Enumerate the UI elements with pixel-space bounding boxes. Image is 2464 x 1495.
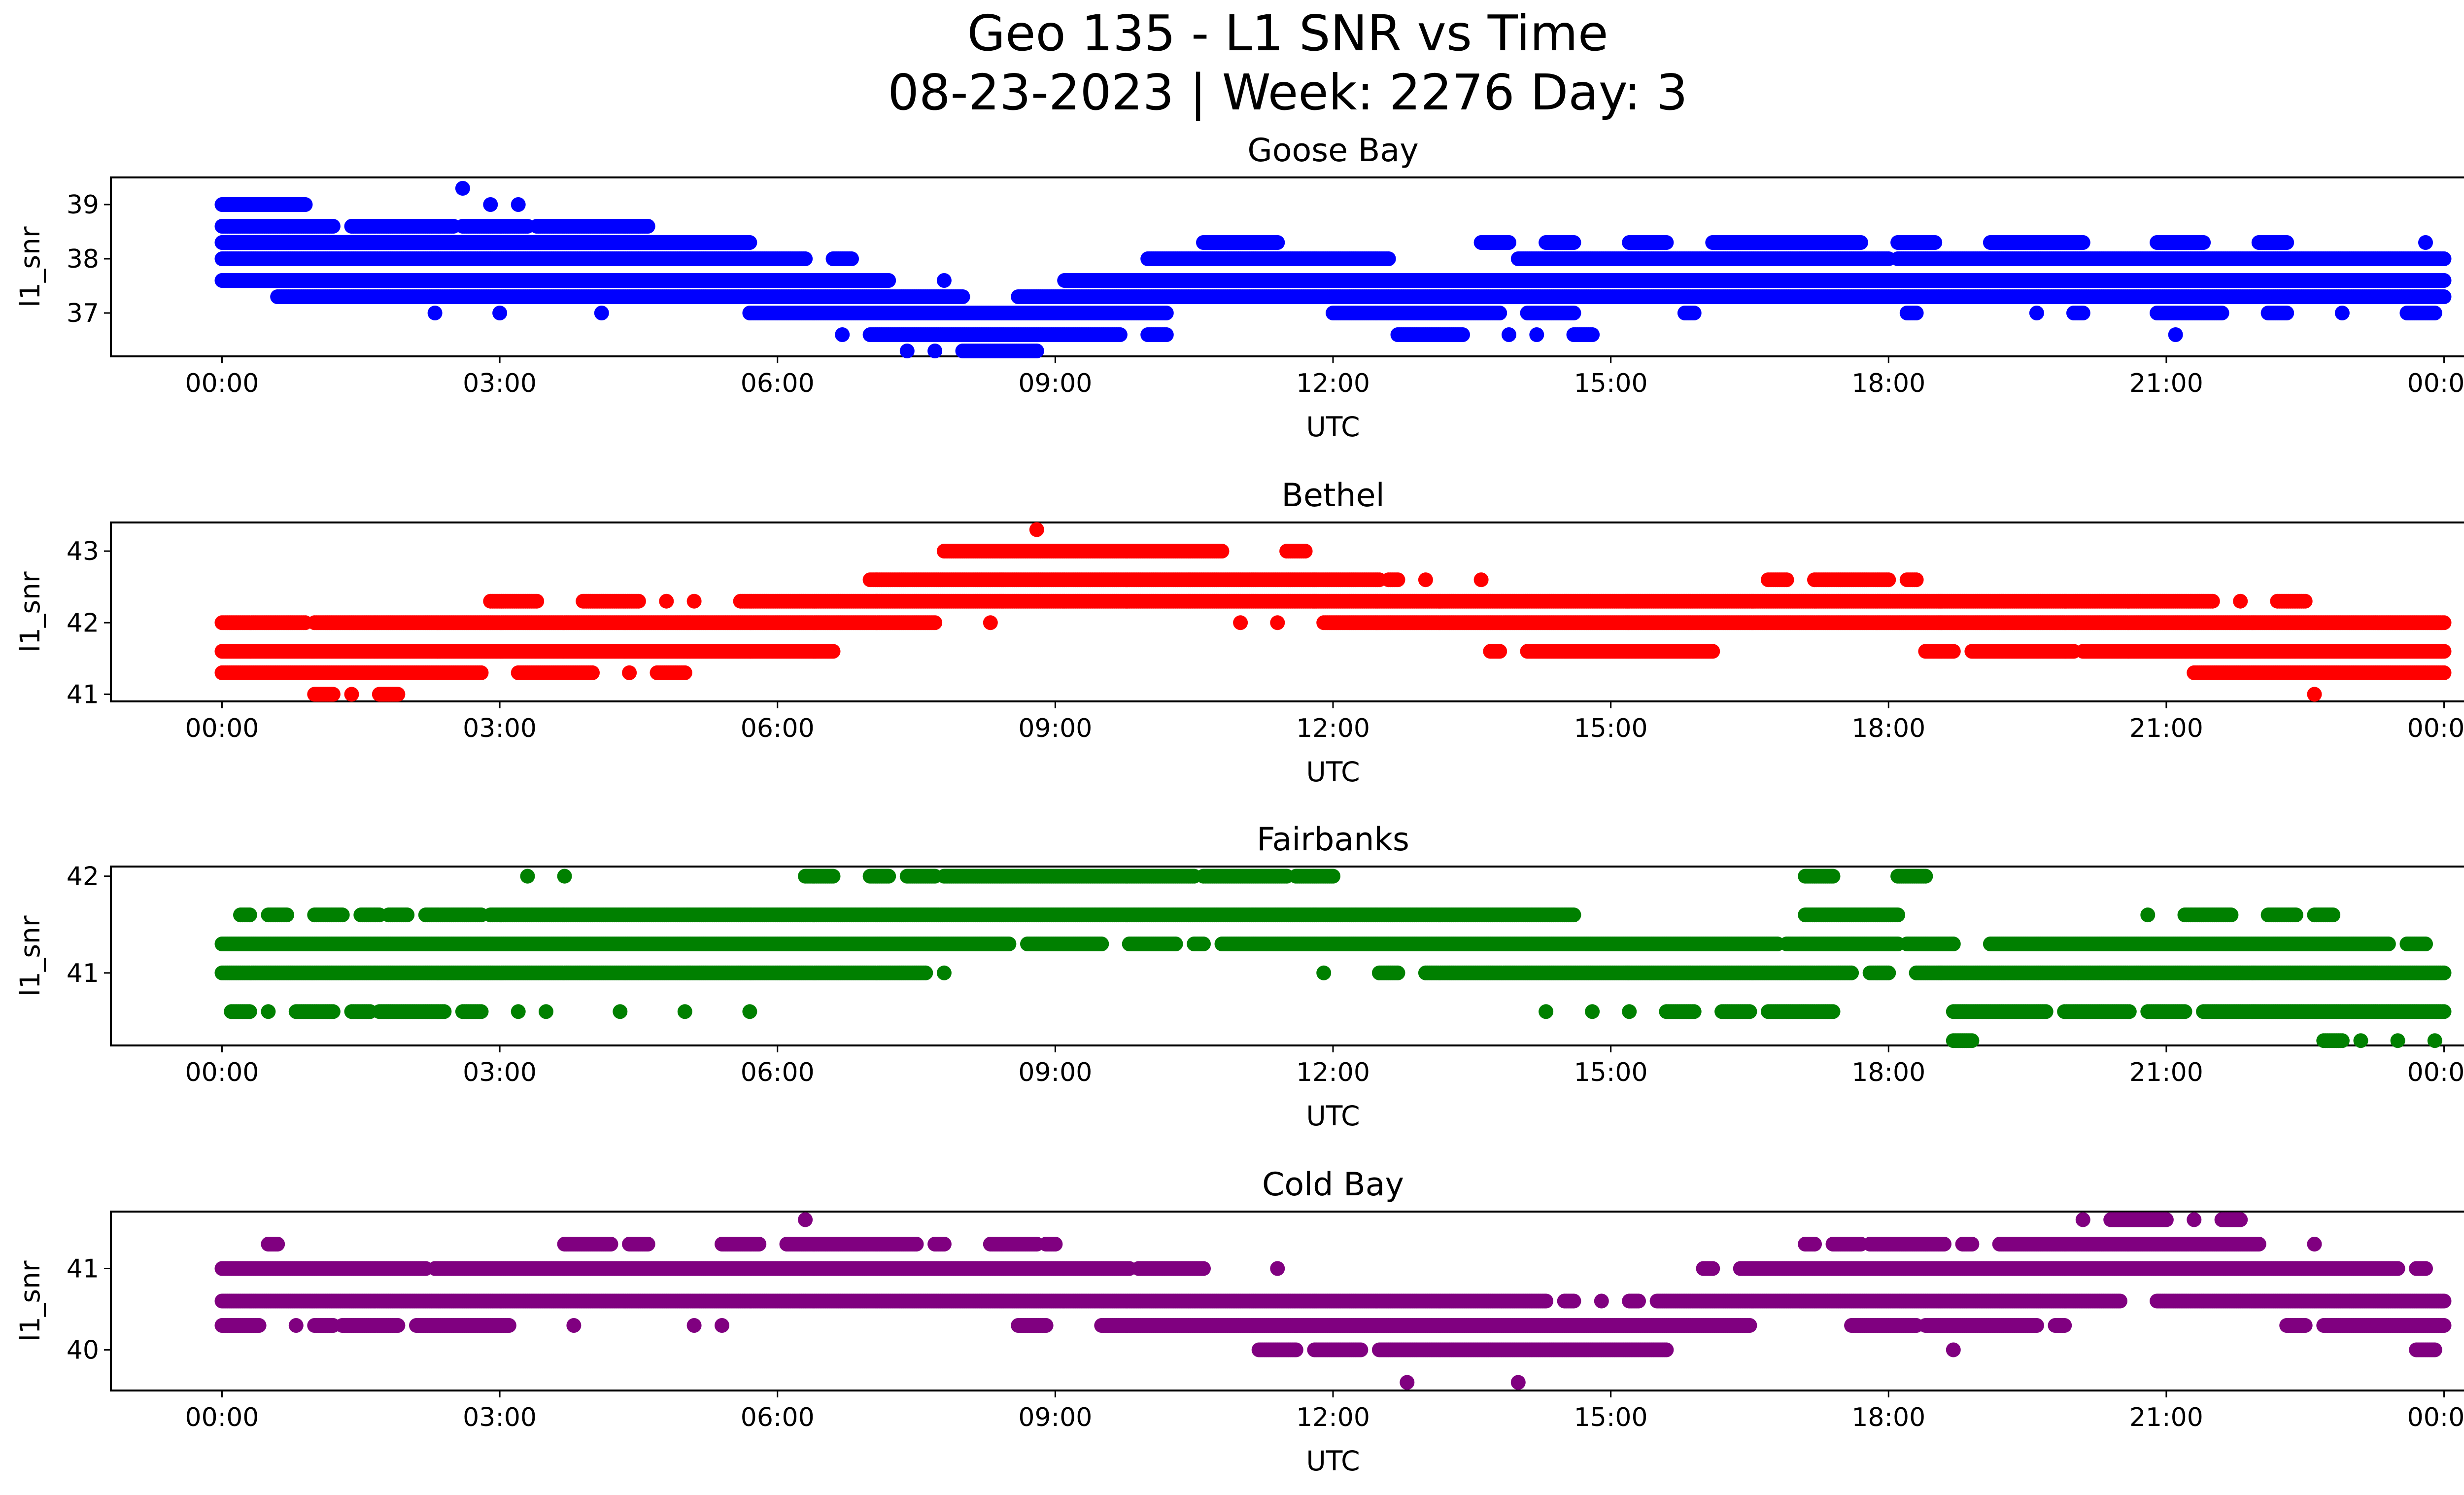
data-point <box>1585 327 1600 342</box>
y-tick-label: 38 <box>67 244 99 274</box>
x-tick-label: 18:00 <box>1851 714 1925 743</box>
data-point <box>483 197 498 212</box>
data-point <box>1502 327 1516 342</box>
x-tick-label: 00:00 <box>2407 369 2464 398</box>
points-goose-bay <box>214 181 2452 358</box>
data-point <box>2279 235 2294 250</box>
data-point <box>1029 344 1044 358</box>
data-point <box>1159 327 1174 342</box>
x-tick-label: 09:00 <box>1018 369 1092 398</box>
data-point <box>927 344 943 358</box>
data-point <box>1566 235 1581 250</box>
x-tick-label: 03:00 <box>463 714 537 743</box>
data-point <box>1686 306 1702 320</box>
subplot-title-bethel: Bethel <box>1281 477 1384 514</box>
subplot-title-goose-bay: Goose Bay <box>1247 132 1418 169</box>
figure-title-line1: Geo 135 - L1 SNR vs Time <box>967 4 1608 62</box>
data-point <box>2196 235 2211 250</box>
data-point <box>1112 327 1128 342</box>
data-point <box>742 235 757 250</box>
data-point <box>1455 327 1470 342</box>
data-point <box>2418 235 2433 250</box>
data-point <box>325 219 341 234</box>
x-tick-label: 03:00 <box>463 369 537 398</box>
data-point <box>844 251 859 266</box>
data-point <box>427 306 443 320</box>
data-point <box>2168 327 2183 342</box>
data-point <box>455 181 470 196</box>
y-tick-label: 41 <box>67 680 99 709</box>
data-point <box>2427 306 2442 320</box>
data-point <box>2075 306 2090 320</box>
points-bethel <box>214 522 2452 702</box>
data-point <box>1659 235 1674 250</box>
data-point <box>881 273 896 288</box>
x-axis-label-bethel: UTC <box>1306 756 1360 788</box>
x-tick-label: 15:00 <box>1574 369 1648 398</box>
x-tick-label: 12:00 <box>1296 369 1370 398</box>
x-tick-label: 21:00 <box>2129 369 2203 398</box>
data-point <box>1492 306 1507 320</box>
x-tick-label: 00:00 <box>185 714 259 743</box>
x-tick-label: 09:00 <box>1018 714 1092 743</box>
data-point <box>1159 306 1174 320</box>
data-point <box>511 197 526 212</box>
data-point <box>1214 544 1230 559</box>
subplot-bethel: Bethel UTC l1_snr 00:00 03:00 06:00 09:00 12… <box>14 477 2464 788</box>
ticks-goose-bay: 00:00 03:00 06:00 09:00 12:00 15:00 18:00 21:00… <box>67 190 2464 398</box>
data-point <box>1909 306 1924 320</box>
plot-area-goose-bay <box>110 176 2464 357</box>
y-axis-label-goose-bay: l1_snr <box>14 226 46 307</box>
data-point <box>1270 235 1285 250</box>
x-tick-label: 12:00 <box>1296 714 1370 743</box>
subplot-goose-bay: Goose Bay UTC l1_snr 00:00 03:00 06:00 09:0… <box>14 132 2464 443</box>
x-tick-label: 18:00 <box>1851 369 1925 398</box>
data-point <box>1502 235 1516 250</box>
ticks-bethel: 00:00 03:00 06:00 09:00 12:00 15:00 18:00 21:00… <box>67 537 2464 743</box>
x-tick-label: 00:00 <box>2407 714 2464 743</box>
data-point <box>1298 544 1313 559</box>
x-tick-label: 06:00 <box>741 369 815 398</box>
data-point <box>2075 235 2090 250</box>
data-point <box>936 273 952 288</box>
data-point <box>1927 235 1943 250</box>
data-point <box>2029 306 2044 320</box>
y-axis-label-bethel: l1_snr <box>14 571 46 652</box>
data-point <box>2279 306 2294 320</box>
data-point <box>298 197 313 212</box>
data-point <box>1381 251 1396 266</box>
data-point <box>899 344 915 358</box>
data-point <box>2334 306 2350 320</box>
y-tick-label: 37 <box>67 299 99 328</box>
y-tick-label: 42 <box>67 608 99 638</box>
data-point <box>2436 273 2452 288</box>
data-point <box>2436 251 2452 266</box>
data-point <box>798 251 813 266</box>
x-axis-label-goose-bay: UTC <box>1306 411 1360 443</box>
data-point <box>1529 327 1544 342</box>
data-point <box>594 306 609 320</box>
data-point <box>2214 306 2229 320</box>
data-point <box>835 327 850 342</box>
data-point <box>2436 289 2452 304</box>
x-tick-label: 00:00 <box>185 369 259 398</box>
x-tick-label: 21:00 <box>2129 714 2203 743</box>
y-tick-label: 39 <box>67 190 99 220</box>
x-tick-label: 06:00 <box>741 714 815 743</box>
data-point <box>492 306 508 320</box>
data-point <box>955 289 970 304</box>
data-point <box>640 219 655 234</box>
x-tick-label: 15:00 <box>1574 714 1648 743</box>
y-tick-label: 43 <box>67 537 99 566</box>
data-point <box>1853 235 1868 250</box>
figure-title-line2: 08-23-2023 | Week: 2276 Day: 3 <box>888 64 1687 121</box>
data-point <box>1566 306 1581 320</box>
